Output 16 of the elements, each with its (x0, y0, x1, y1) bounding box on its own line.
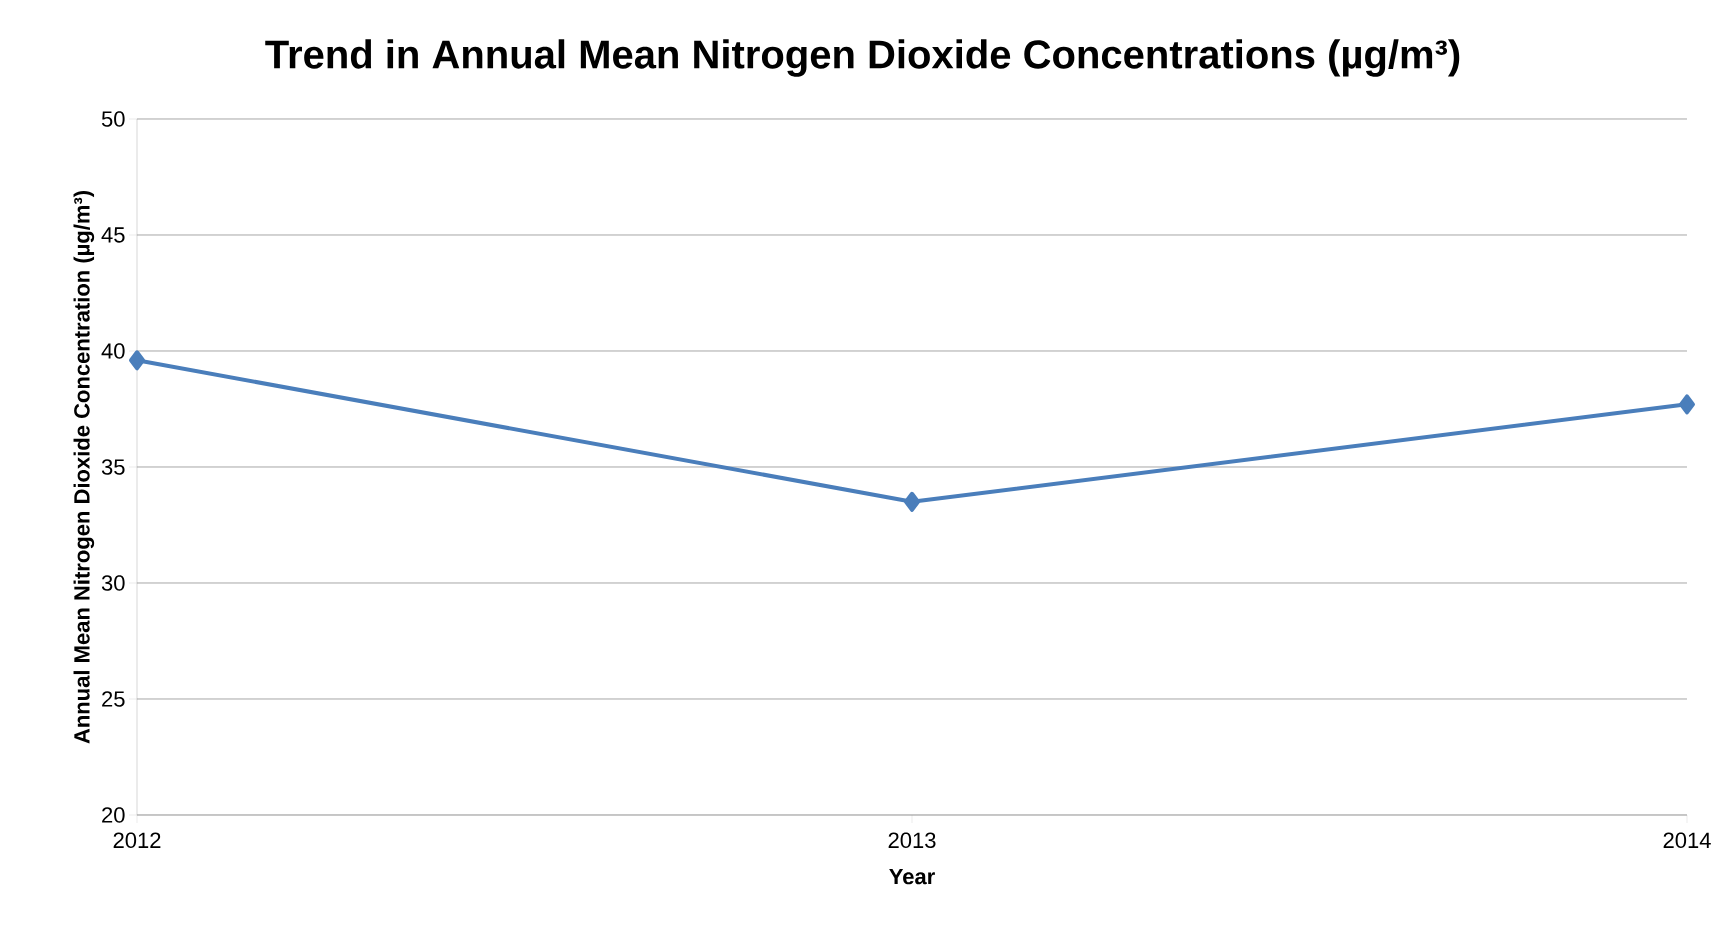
x-tick-label: 2014 (1663, 832, 1711, 849)
point (904, 491, 920, 512)
y-tick-label: 25 (102, 691, 125, 707)
point (129, 350, 146, 371)
x-axis-title: Year (889, 868, 935, 885)
y-tick-label: 40 (101, 343, 125, 359)
y-tick-label: 50 (101, 111, 125, 127)
x-tick-label: 2012 (113, 832, 161, 849)
point (1679, 394, 1695, 415)
y-axis-title: Annual Mean Nitrogen Dioxide Concentration (µg/m³) (73, 191, 95, 744)
y-tick-label: 45 (101, 227, 125, 243)
x-tick-label: 2013 (888, 832, 936, 849)
chart-title: Trend in Annual Mean Nitrogen Dioxide Concentrations (µg/m³) (265, 39, 1460, 77)
y-tick-label: 30 (101, 575, 125, 591)
y-tick-label: 20 (102, 807, 125, 823)
y-tick-label: 35 (101, 459, 125, 475)
